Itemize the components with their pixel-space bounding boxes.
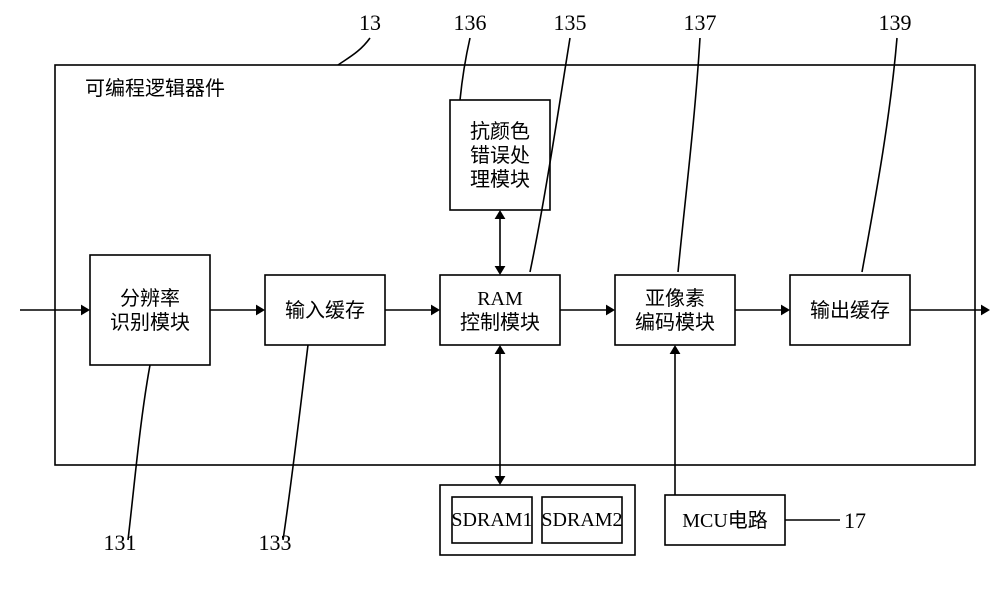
leader-line (283, 345, 308, 540)
mcu-label: MCU电路 (682, 509, 768, 532)
box-b131-line1: 识别模块 (110, 311, 190, 334)
box-b136-line0: 抗颜色 (470, 120, 530, 143)
box-b136-line1: 错误处 (470, 144, 530, 167)
box-b131 (90, 255, 210, 365)
box-b135-line0: RAM (477, 288, 523, 310)
label-131: 131 (104, 530, 137, 555)
label-139: 139 (879, 10, 912, 35)
label-137: 137 (684, 10, 717, 35)
box-b137 (615, 275, 735, 345)
box-b139-line0: 输出缓存 (810, 299, 890, 322)
box-b136-line2: 理模块 (470, 168, 530, 191)
outer-title: 可编程逻辑器件 (85, 77, 225, 100)
sdram2-label: SDRAM2 (541, 509, 622, 531)
label-133: 133 (259, 530, 292, 555)
box-b131-line0: 分辨率 (120, 287, 180, 310)
label-17: 17 (844, 508, 866, 533)
leader-line (862, 38, 897, 272)
box-b133-line0: 输入缓存 (285, 299, 365, 322)
label-13: 13 (359, 10, 381, 35)
box-b137-line0: 亚像素 (645, 287, 705, 310)
label-135: 135 (554, 10, 587, 35)
leader-line (678, 38, 700, 272)
sdram1-label: SDRAM1 (451, 509, 532, 531)
box-b135-line1: 控制模块 (460, 311, 540, 334)
box-b137-line1: 编码模块 (635, 311, 715, 334)
leader-line (128, 365, 150, 540)
leader-line (460, 38, 470, 100)
leader-line (338, 38, 370, 65)
box-b135 (440, 275, 560, 345)
label-136: 136 (454, 10, 487, 35)
